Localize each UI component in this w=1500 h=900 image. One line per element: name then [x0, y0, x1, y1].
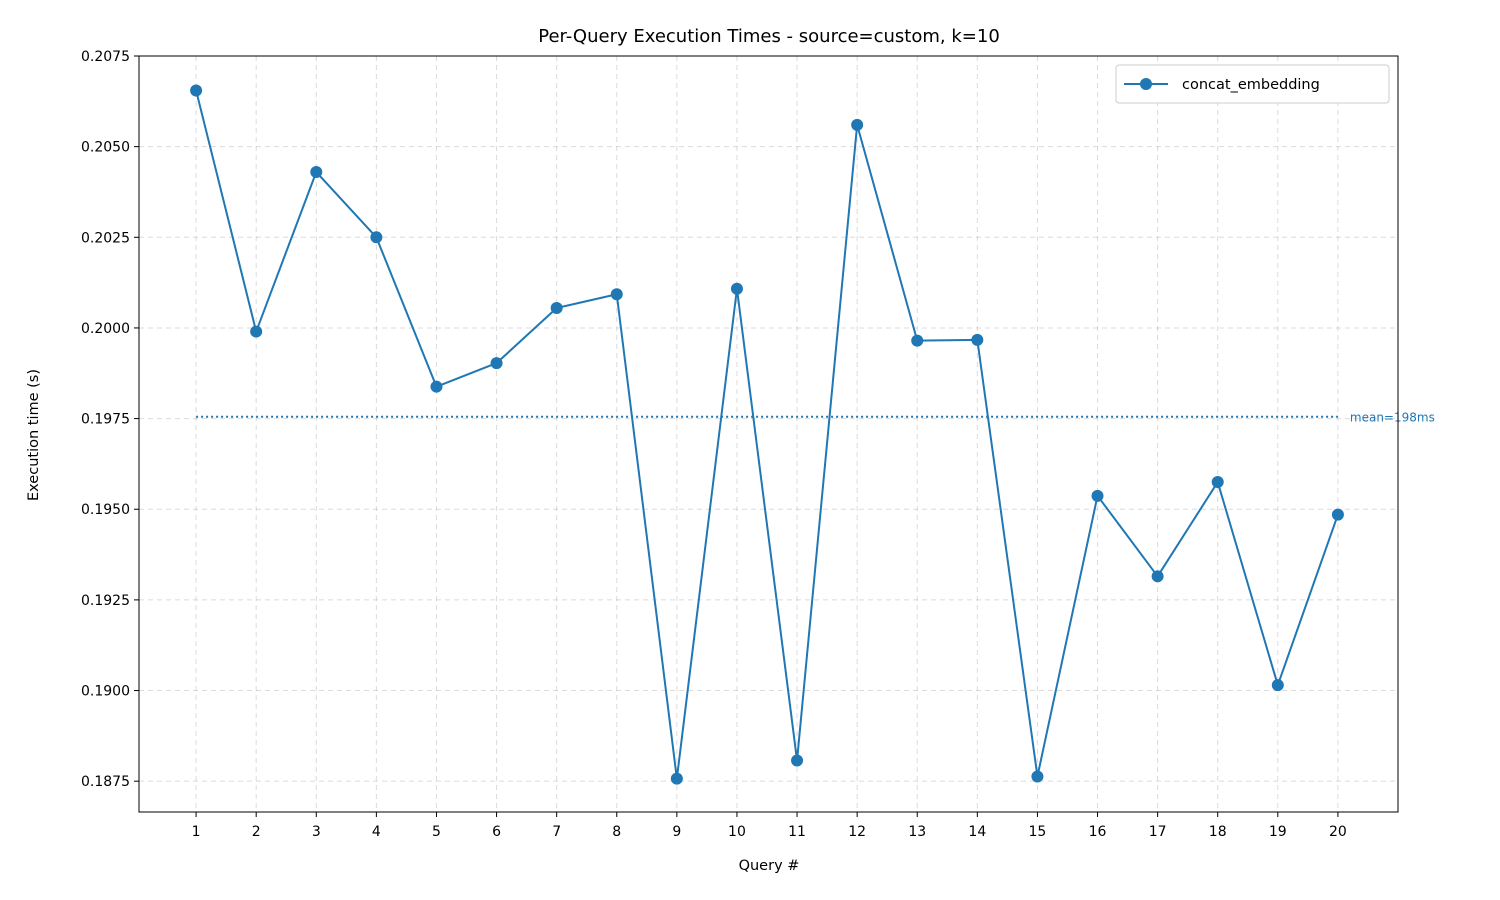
x-tick-label: 5: [432, 824, 441, 840]
x-tick-label: 4: [372, 824, 381, 840]
x-tick-label: 16: [1089, 824, 1107, 840]
data-point: [1091, 489, 1104, 502]
x-tick-label: 7: [552, 824, 561, 840]
legend-marker: [1140, 78, 1152, 90]
y-tick-label: 0.2025: [81, 230, 130, 246]
data-point: [430, 380, 443, 393]
data-point: [1151, 570, 1164, 583]
grid-lines: [139, 55, 1398, 812]
data-point: [670, 772, 683, 785]
data-point: [791, 754, 804, 767]
y-axis-title: Execution time (s): [26, 369, 42, 501]
mean-reference: mean=198ms: [196, 410, 1435, 424]
x-tick-label: 11: [788, 824, 806, 840]
y-tick-label: 0.2075: [81, 49, 130, 65]
x-tick-label: 10: [728, 824, 746, 840]
data-point: [1271, 679, 1284, 692]
data-point: [490, 357, 503, 370]
data-point: [851, 118, 864, 131]
y-tick-label: 0.2000: [81, 321, 130, 337]
data-point: [310, 166, 323, 179]
legend: concat_embedding: [1115, 64, 1390, 104]
data-point: [190, 84, 203, 97]
data-point: [1031, 770, 1044, 783]
y-tick-label: 0.1900: [81, 684, 130, 700]
x-tick-label: 3: [312, 824, 321, 840]
plot-area-frame: [138, 55, 1399, 813]
x-tick-label: 1: [192, 824, 201, 840]
series-line-concat_embedding: [195, 90, 1339, 780]
data-point: [610, 288, 623, 301]
x-tick-label: 8: [612, 824, 621, 840]
y-tick-label: 0.1875: [81, 774, 130, 790]
legend-label: concat_embedding: [1182, 77, 1320, 93]
y-axis-ticks: 0.1875 0.1900 0.1925 0.1950 0.1975 0.2000 0.20…: [81, 49, 139, 790]
x-tick-label: 17: [1149, 824, 1167, 840]
x-tick-label: 6: [492, 824, 501, 840]
x-tick-label: 2: [252, 824, 261, 840]
y-tick-label: 0.1975: [81, 412, 130, 428]
data-point: [1211, 476, 1224, 489]
x-tick-label: 14: [968, 824, 986, 840]
chart-title: Per-Query Execution Times - source=custo…: [538, 26, 1000, 47]
data-point: [911, 334, 924, 347]
data-point: [1331, 508, 1344, 521]
mean-label: mean=198ms: [1350, 410, 1435, 424]
x-tick-label: 13: [908, 824, 926, 840]
x-tick-label: 9: [672, 824, 681, 840]
data-point: [550, 302, 563, 314]
data-point: [730, 282, 743, 295]
x-axis-ticks: 1 2 3 4 5 6 7 8 9 10 11 12 13 14 15 16 17 18 19 20: [192, 812, 1347, 840]
x-tick-label: 20: [1329, 824, 1347, 840]
data-point: [370, 231, 383, 244]
x-tick-label: 15: [1029, 824, 1047, 840]
series-layer: [190, 84, 1344, 785]
legend-box: [1115, 64, 1390, 104]
data-point: [971, 333, 984, 346]
x-tick-label: 12: [848, 824, 866, 840]
x-axis-title: Query #: [739, 858, 800, 874]
x-tick-label: 19: [1269, 824, 1287, 840]
y-tick-label: 0.2050: [81, 140, 130, 156]
y-tick-label: 0.1950: [81, 502, 130, 518]
data-point: [250, 325, 263, 338]
y-tick-label: 0.1925: [81, 593, 130, 609]
x-tick-label: 18: [1209, 824, 1227, 840]
